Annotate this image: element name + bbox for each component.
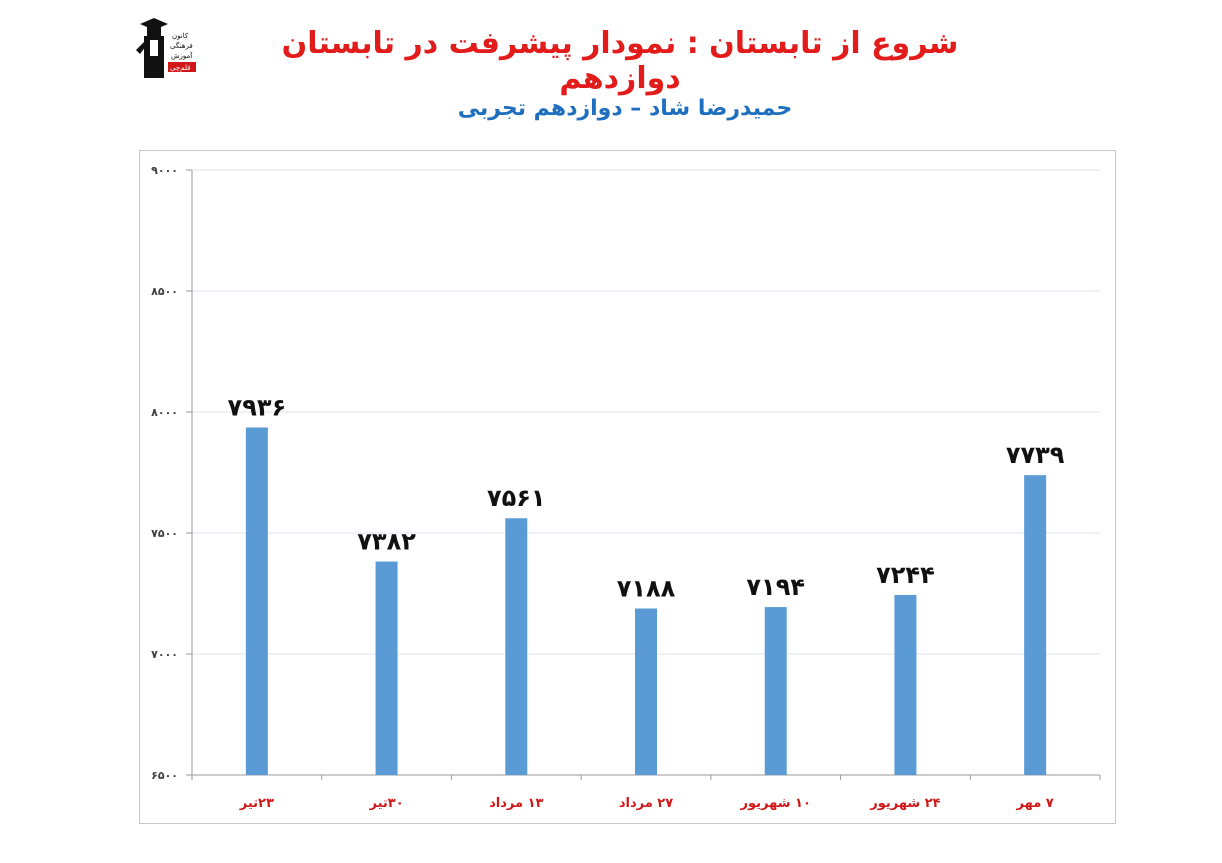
y-tick-label: ۶۵۰۰: [151, 769, 178, 782]
bar: [375, 561, 398, 775]
x-tick-label: ۷ مهر: [1016, 796, 1054, 811]
y-tick-label: ۷۰۰۰: [151, 648, 178, 661]
bar: [635, 608, 657, 775]
data-label: ۷۲۴۴: [876, 561, 935, 589]
x-tick-label: ۲۷ مرداد: [619, 796, 673, 811]
logo-text-3: آموزش: [171, 51, 193, 60]
data-label: ۷۷۳۹: [1006, 441, 1065, 469]
x-tick-label: ۲۴ شهریور: [869, 796, 940, 811]
page-subtitle: حمیدرضا شاد – دوازدهم تجربی: [457, 96, 793, 121]
logo-text-2: فرهنگی: [170, 41, 193, 50]
x-tick-label: ۱۳ مرداد: [489, 796, 543, 811]
x-tick-label: ۱۰ شهریور: [740, 796, 811, 811]
bar: [505, 518, 528, 775]
data-label: ۷۱۸۸: [617, 575, 676, 603]
y-tick-label: ۸۰۰۰: [151, 406, 178, 419]
bar: [1024, 475, 1047, 775]
logo-text-1: کانون: [172, 32, 189, 40]
logo: کانون فرهنگی آموزش قلم‌چی: [136, 16, 198, 82]
logo-text-4: قلم‌چی: [170, 64, 190, 72]
bar: [894, 594, 917, 775]
bar: [764, 607, 787, 775]
y-tick-label: ۷۵۰۰: [151, 527, 178, 540]
y-tick-label: ۹۰۰۰: [151, 164, 178, 177]
y-tick-label: ۸۵۰۰: [151, 285, 178, 298]
page-title: شروع از تابستان : نمودار پیشرفت در تابست…: [281, 26, 959, 96]
bar: [245, 427, 268, 775]
data-label: ۷۹۳۶: [228, 393, 287, 421]
data-label: ۷۱۹۴: [746, 573, 805, 601]
x-tick-label: ۲۳تیر: [239, 796, 274, 811]
data-label: ۷۵۶۱: [487, 484, 546, 512]
data-label: ۷۳۸۲: [357, 528, 416, 556]
x-tick-label: ۳۰تیر: [368, 796, 403, 811]
graduate-figure-icon: کانون فرهنگی آموزش قلم‌چی: [136, 18, 196, 78]
chart-frame: [139, 150, 1116, 824]
